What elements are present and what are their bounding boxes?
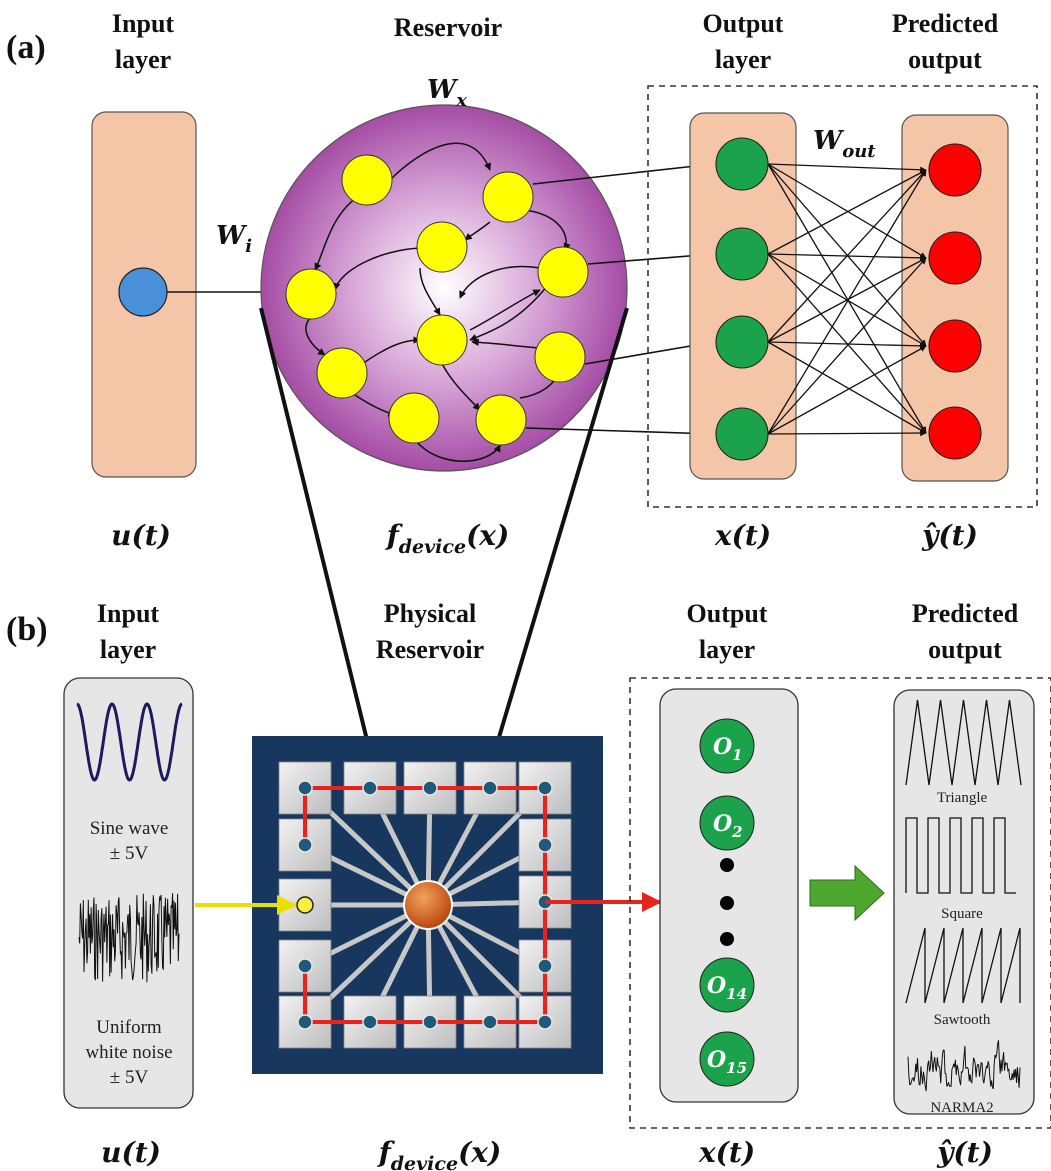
b-output-panel [659, 688, 799, 1103]
b-y-label: ŷ(t) [936, 1136, 993, 1169]
output-node-o2: O2 [713, 811, 743, 841]
a-input-title-1: Input [112, 9, 174, 38]
input-electrode-dot [296, 896, 314, 914]
b-output-title-2: layer [699, 635, 755, 664]
w-i-label: Wi [216, 221, 252, 257]
noise-label-3: ± 5V [110, 1067, 149, 1088]
sine-label-1: Sine wave [90, 818, 169, 839]
noise-label-1: Uniform [96, 1017, 162, 1038]
a-u-label: u(t) [111, 519, 171, 552]
b-input-title-1: Input [97, 599, 159, 628]
b-output-nodes [699, 718, 755, 1087]
b-input-panel [63, 677, 194, 1109]
a-readout-dashed-box [647, 85, 1038, 508]
green-arrow [809, 864, 885, 922]
a-input-node [118, 267, 168, 317]
noise-label-2: white noise [85, 1042, 172, 1063]
sawtooth-label: Sawtooth [934, 1012, 991, 1028]
b-physical-title-1: Physical [384, 599, 476, 628]
w-out-connections [767, 163, 927, 437]
a-output-title-1: Output [703, 9, 784, 38]
b-input-title-2: layer [100, 635, 156, 664]
square-wave-plot [905, 817, 1016, 894]
b-predicted-title-2: output [928, 635, 1002, 664]
narma2-label: NARMA2 [930, 1100, 993, 1116]
a-output-layer-box [689, 112, 797, 480]
square-label: Square [941, 906, 983, 922]
b-x-label: x(t) [698, 1136, 755, 1169]
sine-label-2: ± 5V [110, 843, 149, 864]
b-predicted-panel [893, 689, 1035, 1115]
a-output-nodes [715, 137, 769, 461]
ellipsis-dots [720, 858, 734, 946]
triangle-wave-plot [905, 699, 1022, 786]
output-node-o14: O14 [707, 973, 747, 1003]
a-f-label: fdevice(x) [385, 519, 510, 558]
b-readout-dashed-box [629, 677, 1051, 1129]
a-predicted-title-2: output [908, 45, 982, 74]
output-node-o15: O15 [707, 1047, 747, 1077]
a-output-title-2: layer [715, 45, 771, 74]
a-x-label: x(t) [714, 519, 771, 552]
sine-wave-plot [76, 702, 183, 782]
a-y-label: ŷ(t) [921, 519, 978, 552]
a-predicted-title-1: Predicted [892, 9, 999, 38]
panel-a-tag: (a) [6, 29, 46, 66]
narma2-plot [907, 1040, 1021, 1092]
b-predicted-title-1: Predicted [912, 599, 1019, 628]
a-predicted-layer-box [901, 114, 1009, 482]
noise-plot [78, 893, 180, 983]
reservoir-connections [305, 142, 571, 462]
b-output-title-1: Output [687, 599, 768, 628]
b-u-label: u(t) [101, 1136, 161, 1169]
a-reservoir-title: Reservoir [394, 13, 502, 42]
a-input-title-2: layer [115, 45, 171, 74]
w-out-label: Wout [813, 126, 876, 162]
chip-pad-dots [297, 780, 553, 1030]
a-predicted-nodes [928, 143, 982, 460]
sawtooth-wave-plot [905, 927, 1021, 1004]
output-node-o1: O1 [713, 734, 743, 764]
b-physical-title-2: Reservoir [376, 635, 484, 664]
reservoir-core [403, 880, 453, 930]
triangle-label: Triangle [937, 790, 988, 806]
w-x-label: Wx [427, 75, 467, 111]
b-f-label: fdevice(x) [377, 1136, 502, 1171]
panel-b-tag: (b) [6, 611, 48, 648]
reservoir-nodes [285, 154, 589, 446]
